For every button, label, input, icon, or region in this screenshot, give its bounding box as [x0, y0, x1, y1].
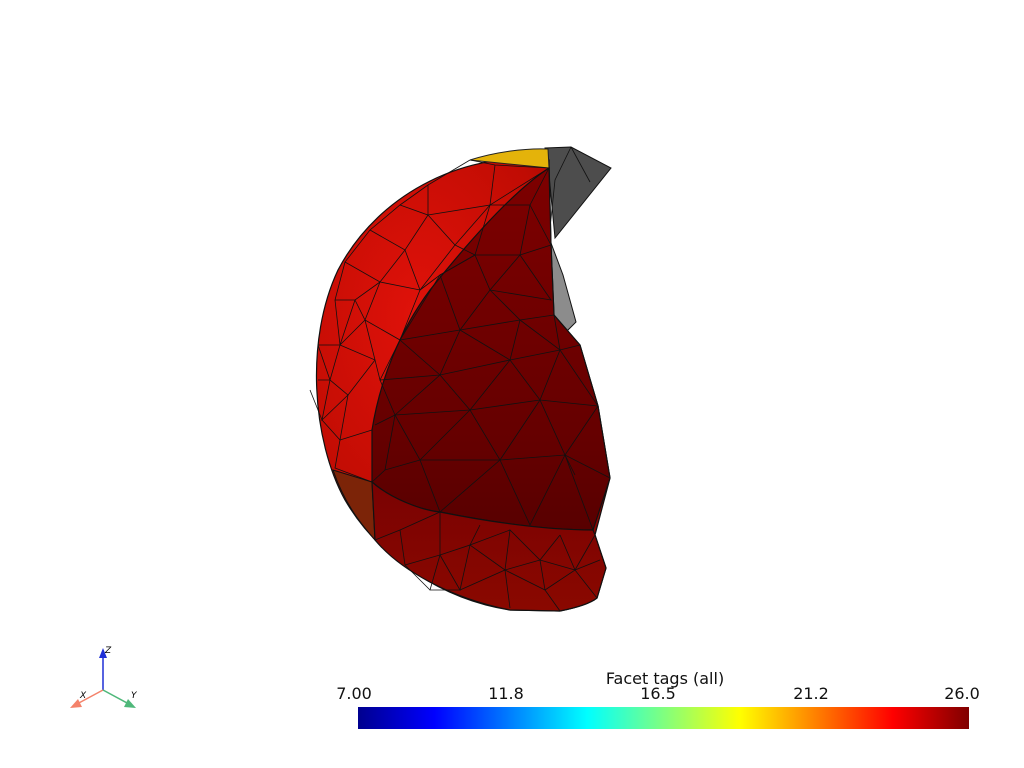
lower-section-surface — [371, 480, 607, 612]
colorbar-tick-label: 21.2 — [793, 684, 829, 703]
x-axis-arrowhead — [70, 699, 82, 708]
z-axis-arrowhead — [99, 648, 107, 658]
outer-shell-edges — [309, 159, 550, 483]
cut-face-edges — [371, 167, 611, 531]
orientation-axes-widget — [70, 648, 136, 708]
colorbar-gradient — [358, 707, 969, 729]
y-axis-line — [102, 689, 130, 705]
top-yellow-facet — [469, 148, 550, 169]
colorbar-tick-label: 16.5 — [640, 684, 676, 703]
colorbar-tick-label: 11.8 — [488, 684, 524, 703]
z-axis-label: Z — [105, 646, 112, 656]
y-axis-label: Y — [131, 691, 137, 701]
x-axis-line — [76, 689, 104, 705]
colorbar-tick-label: 7.00 — [336, 684, 372, 703]
colorbar-tick-label: 26.0 — [944, 684, 980, 703]
y-axis-arrowhead — [124, 699, 136, 708]
grey-facet-edge — [548, 146, 572, 239]
grey-facet-edge — [570, 146, 591, 183]
colorbar-title: Facet tags (all) — [605, 669, 725, 688]
lower-section-edges — [374, 511, 601, 612]
x-axis-label: X — [80, 691, 87, 701]
